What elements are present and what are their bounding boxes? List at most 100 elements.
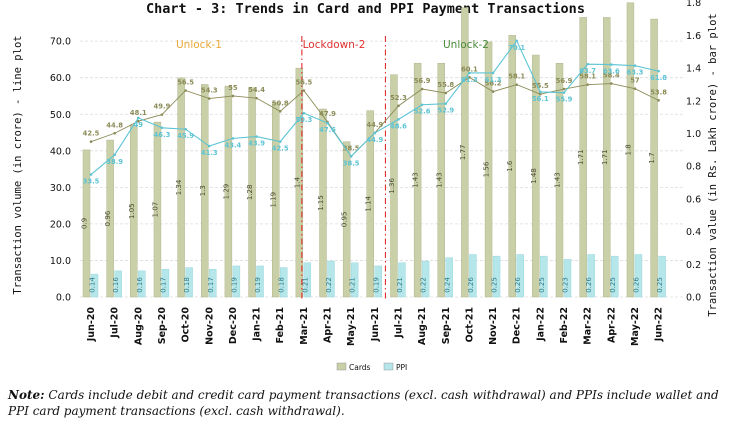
- bar-label-cards: 1.07: [151, 202, 159, 218]
- bar-cards: [366, 110, 374, 298]
- line-point: [610, 82, 613, 85]
- bar-ppi: [445, 257, 453, 298]
- legend-swatch: [383, 362, 394, 371]
- bar-label-ppi: 0.25: [491, 277, 499, 293]
- line-data-label: 44.9: [366, 121, 383, 129]
- line-point: [89, 140, 93, 143]
- bar-label-cards: 1.36: [388, 177, 396, 193]
- bar-label-ppi: 0.26: [632, 277, 640, 293]
- bar-ppi: [90, 273, 99, 298]
- bar-cards: [319, 108, 327, 298]
- line-data-label: 54.4: [248, 86, 265, 94]
- line-point: [491, 71, 495, 75]
- y-tick-label-right: 1.8: [686, 0, 701, 9]
- line-data-label: 45.9: [177, 132, 194, 140]
- line-point: [562, 87, 566, 91]
- x-axis-labels: Jun-20 Jul-20 Aug-20 Sep-20 Oct-20 Nov-20 Dec-…: [86, 307, 665, 346]
- bar-label-ppi: 0.16: [112, 277, 120, 293]
- bar-cards: [484, 41, 493, 298]
- bar-cards: [650, 18, 658, 298]
- line-data-label: 55.8: [437, 81, 454, 89]
- line-data-label: 43.4: [225, 141, 242, 149]
- line-point: [207, 144, 211, 148]
- x-tick-label: Aug-21: [417, 307, 428, 345]
- line-data-label: 52.6: [414, 108, 431, 116]
- line-point: [491, 90, 495, 93]
- y-tick-label-right: 1.6: [686, 31, 701, 42]
- line-point: [373, 131, 377, 135]
- x-tick-label: Apr-21: [323, 307, 334, 343]
- line-data-label: 61.3: [485, 76, 502, 84]
- line-point: [302, 89, 306, 92]
- bar-ppi: [516, 254, 524, 298]
- line-data-label: 41.3: [201, 149, 218, 157]
- bar-label-ppi: 0.25: [656, 277, 664, 293]
- y-tick-label-left: 30.0: [50, 183, 71, 194]
- line-data-label: 58.1: [508, 73, 525, 81]
- line-point: [444, 91, 448, 95]
- bar-label-ppi: 0.19: [254, 277, 262, 293]
- line-point: [468, 71, 471, 75]
- line-data-label: 56.1: [532, 95, 549, 103]
- x-tick-label: Mar-22: [583, 307, 594, 345]
- bar-cards: [248, 87, 256, 298]
- bar-ppi: [563, 259, 572, 298]
- bar-label-ppi: 0.22: [325, 277, 333, 293]
- bar-label-ppi: 0.17: [159, 277, 167, 293]
- line-data-label: 55.5: [532, 82, 549, 90]
- bar-label-ppi: 0.25: [538, 277, 546, 293]
- bar-cards: [106, 139, 114, 298]
- bar-ppi: [374, 265, 382, 298]
- line-data-label: 54.3: [201, 87, 218, 95]
- line-point: [160, 113, 164, 116]
- line-data-label: 70.1: [508, 44, 525, 52]
- bar-label-cards: 1.48: [530, 168, 538, 184]
- bar-label-ppi: 0.18: [278, 277, 286, 293]
- line-point: [633, 64, 637, 67]
- legend-swatch: [336, 362, 347, 371]
- x-tick-label: Apr-22: [606, 307, 617, 343]
- y-tick-label-left: 70.0: [50, 37, 71, 48]
- bar-label-ppi: 0.14: [89, 277, 97, 293]
- bar-cards: [224, 85, 233, 298]
- x-tick-label: Dec-21: [512, 307, 523, 344]
- bar-label-ppi: 0.22: [420, 277, 428, 293]
- y-axis-label-left: Transaction volume (in crore) - line plo…: [12, 35, 24, 294]
- bar-label-ppi: 0.26: [514, 277, 522, 293]
- line-data-label: 63.7: [579, 67, 596, 75]
- bar-label-ppi: 0.26: [585, 277, 593, 293]
- line-data-label: 38.5: [343, 144, 360, 152]
- legend-label: PPI: [396, 363, 407, 372]
- line-data-label: 60.1: [461, 65, 478, 73]
- bar-label-cards: 1.6: [506, 160, 514, 172]
- line-data-label: 44.9: [366, 136, 383, 144]
- line-data-label: 61.8: [650, 74, 667, 82]
- lines: 42.5 44.8 48.1 49.9 56.5 54.3 55 54.4 50.8 56.5 47…: [83, 39, 667, 186]
- bar-ppi: [540, 255, 548, 298]
- bar-ppi: [209, 269, 217, 298]
- bar-label-cards: 1.43: [554, 172, 562, 188]
- line-data-label: 56.9: [556, 77, 573, 85]
- note-text: Cards include debit and credit card paym…: [8, 388, 719, 418]
- line-point: [326, 121, 329, 125]
- annotation-label: Lockdown-2: [303, 39, 366, 51]
- line-point: [420, 103, 424, 107]
- bar-label-cards: 1.8: [624, 144, 632, 155]
- line-data-label: 55: [228, 84, 238, 92]
- line-data-label: 56.9: [414, 77, 431, 85]
- bar-label-cards: 1.4: [293, 176, 301, 188]
- bar-label-ppi: 0.17: [207, 277, 215, 293]
- bar-cards: [153, 121, 162, 298]
- x-tick-label: Jun-22: [654, 307, 665, 342]
- line-point: [610, 63, 613, 66]
- bar-label-cards: 1.29: [222, 184, 230, 200]
- y-tick-label-right: 0.0: [686, 293, 701, 304]
- y-axis-label-right: Transaction value (in Rs. Lakh crore) - …: [707, 13, 719, 316]
- bar-label-ppi: 0.18: [183, 277, 191, 293]
- chart: 0.010.020.030.040.050.060.070.0 0.00.20.…: [12, 0, 719, 372]
- line-point: [231, 137, 235, 140]
- line-point: [349, 154, 353, 158]
- line-data-label: 63.6: [603, 68, 620, 76]
- bar-label-cards: 1.43: [412, 172, 420, 188]
- bar-ppi: [611, 255, 619, 298]
